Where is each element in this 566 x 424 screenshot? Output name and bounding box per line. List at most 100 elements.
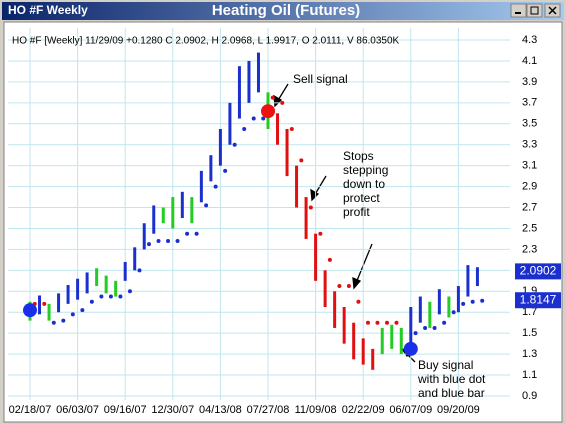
title-bar — [2, 2, 564, 20]
y-tick-label: 2.5 — [522, 222, 537, 234]
stop-dot — [289, 127, 294, 131]
annotation: and blue bar — [418, 386, 485, 400]
stop-dot — [194, 231, 199, 236]
y-tick-label: 1.7 — [522, 306, 537, 318]
icon — [530, 6, 539, 15]
stop-dot — [327, 257, 332, 262]
stop-dot — [270, 95, 275, 100]
stop-dot — [108, 294, 113, 299]
x-tick-label: 11/09/08 — [295, 404, 337, 416]
stop-dot — [147, 242, 151, 247]
stop-dot — [442, 320, 447, 325]
stop-dot — [337, 284, 342, 289]
stop-dot — [61, 318, 66, 323]
signal-dot — [261, 104, 275, 119]
annotation: Buy signal — [418, 358, 473, 372]
stop-dot — [251, 116, 256, 121]
signal-dot — [403, 341, 418, 356]
annotation: stepping — [343, 163, 388, 177]
stop-dot — [223, 168, 228, 173]
info-line: HO #F [Weekly] 11/29/09 +0.1280 C 2.0902… — [12, 36, 400, 47]
y-tick-label: 1.3 — [522, 348, 537, 360]
stop-dot — [394, 320, 399, 325]
y-tick-label: 2.7 — [522, 201, 537, 213]
stop-dot — [413, 331, 418, 336]
stop-dot — [242, 127, 247, 131]
x-tick-label: 02/22/09 — [342, 404, 385, 416]
stop-dot — [156, 239, 161, 244]
x-tick-label: 12/30/07 — [151, 404, 194, 416]
stop-dot — [432, 325, 437, 330]
stop-dot — [423, 325, 428, 330]
stop-dot — [451, 310, 456, 315]
y-tick-label: 2.3 — [522, 243, 537, 255]
stop-dot — [480, 298, 485, 303]
x-tick-label: 02/18/07 — [9, 404, 52, 416]
annotation: with blue dot — [417, 372, 486, 386]
arrow — [355, 243, 373, 284]
price-box — [515, 292, 561, 309]
stop-dot — [365, 320, 370, 325]
stop-dot — [137, 268, 142, 273]
x-tick-label: 09/20/09 — [437, 404, 480, 416]
minimize-button[interactable] — [510, 3, 527, 18]
x-tick-label: 06/07/09 — [389, 404, 432, 416]
stop-dot — [232, 142, 237, 147]
stop-dot — [42, 301, 47, 306]
stop-dot — [308, 205, 313, 210]
chart-title: Heating Oil (Futures) — [212, 2, 360, 19]
maximize-button[interactable] — [526, 3, 543, 18]
y-tick-label: 0.9 — [522, 390, 537, 402]
stop-dot — [204, 203, 209, 208]
annotation: protect — [343, 191, 380, 205]
y-tick-label: 1.1 — [522, 369, 537, 381]
signal-dot — [23, 303, 37, 318]
stop-dot — [470, 299, 475, 304]
stop-dot — [318, 231, 323, 236]
stop-dot — [51, 320, 56, 325]
y-tick-label: 1.5 — [522, 327, 537, 339]
annotation: profit — [343, 205, 370, 219]
y-tick-label: 3.1 — [522, 160, 537, 172]
icon — [548, 6, 557, 15]
arrowhead — [352, 276, 362, 290]
stop-dot — [185, 231, 190, 236]
price-box — [515, 263, 561, 280]
price-box-label: 1.8147 — [520, 292, 557, 306]
stop-dot — [118, 294, 123, 299]
chart-area — [3, 21, 563, 423]
stop-dot — [175, 239, 180, 244]
stop-dot — [375, 320, 380, 325]
stop-dot — [127, 289, 132, 294]
y-tick-label: 4.1 — [522, 55, 537, 67]
y-tick-label: 2.9 — [522, 180, 537, 192]
annotation: Sell signal — [293, 72, 348, 86]
stop-dot — [213, 184, 218, 189]
x-tick-label: 09/16/07 — [104, 404, 147, 416]
y-tick-label: 3.9 — [522, 76, 537, 88]
stop-dot — [166, 239, 171, 244]
x-tick-label: 07/27/08 — [247, 404, 290, 416]
window-title: HO #F Weekly — [8, 3, 88, 17]
stop-dot — [346, 284, 351, 289]
stop-dot — [261, 116, 266, 121]
y-tick-label: 4.3 — [522, 34, 537, 46]
stop-dot — [89, 299, 94, 304]
price-box-label: 2.0902 — [520, 264, 557, 278]
y-tick-label: 3.7 — [522, 97, 537, 109]
stop-dot — [70, 312, 75, 317]
stop-dot — [299, 158, 304, 163]
x-tick-label: 06/03/07 — [56, 404, 99, 416]
y-tick-label: 3.5 — [522, 118, 537, 130]
stop-dot — [280, 100, 285, 105]
window-buttons[interactable] — [510, 3, 561, 18]
y-tick-label: 3.3 — [522, 139, 537, 151]
stop-dot — [80, 308, 85, 313]
x-tick-label: 04/13/08 — [199, 404, 242, 416]
arrowhead — [310, 188, 320, 202]
stop-dot — [385, 320, 389, 325]
stop-dot — [99, 294, 104, 299]
annotation: Stops — [343, 149, 374, 163]
annotation: down to — [343, 177, 385, 191]
